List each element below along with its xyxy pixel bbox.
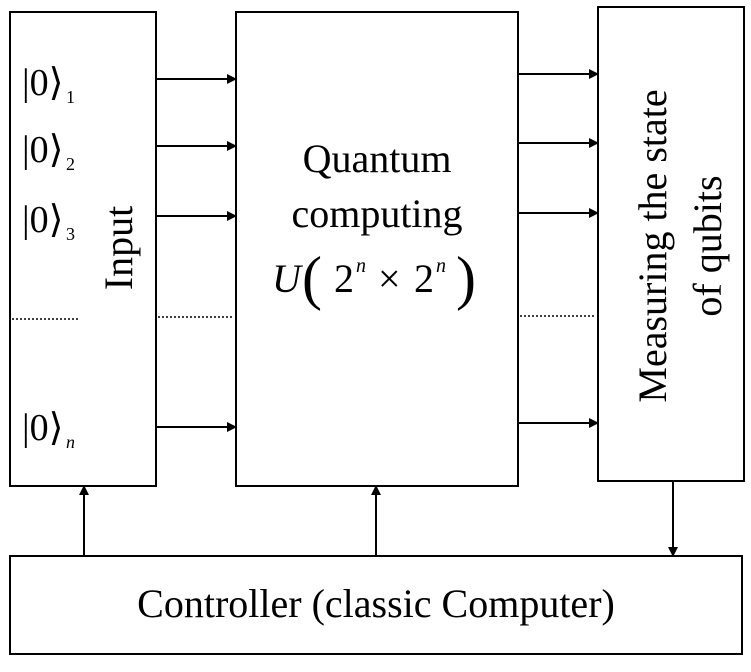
formula-symbol: U — [272, 256, 304, 301]
qubit-n-label: |0⟩ n — [22, 407, 75, 452]
qubit-n-index: n — [66, 432, 75, 452]
input-label: Input — [96, 206, 141, 290]
formula-exp-2: n — [436, 255, 446, 277]
qubit-2-ket: |0⟩ — [22, 129, 63, 171]
formula-base-2: 2 — [414, 256, 434, 301]
qubit-1-label: |0⟩ 1 — [22, 62, 75, 107]
measuring-label-line2: of qubits — [685, 175, 730, 316]
measuring-block — [597, 6, 745, 482]
formula-close-paren: ) — [456, 245, 476, 311]
input-block — [9, 11, 157, 487]
qubit-1-ket: |0⟩ — [22, 62, 63, 104]
qubit-n-ket: |0⟩ — [22, 407, 63, 449]
measuring-label-line1: Measuring the state — [630, 89, 675, 402]
unitary-formula: U ( 2 n × 2 n ) — [272, 245, 476, 311]
qubit-2-index: 2 — [66, 154, 75, 174]
quantum-title-line2: computing — [291, 191, 462, 236]
qubit-3-index: 3 — [66, 224, 75, 244]
controller-block — [9, 555, 743, 655]
qubit-2-label: |0⟩ 2 — [22, 129, 75, 174]
formula-base-1: 2 — [334, 256, 354, 301]
qubit-3-label: |0⟩ 3 — [22, 199, 75, 244]
formula-exp-1: n — [356, 255, 366, 277]
quantum-title-line1: Quantum — [303, 136, 452, 181]
controller-label: Controller (classic Computer) — [137, 581, 615, 626]
qubit-1-index: 1 — [66, 87, 75, 107]
qubit-3-ket: |0⟩ — [22, 199, 63, 241]
formula-times: × — [378, 256, 401, 301]
formula-open-paren: ( — [302, 245, 322, 311]
